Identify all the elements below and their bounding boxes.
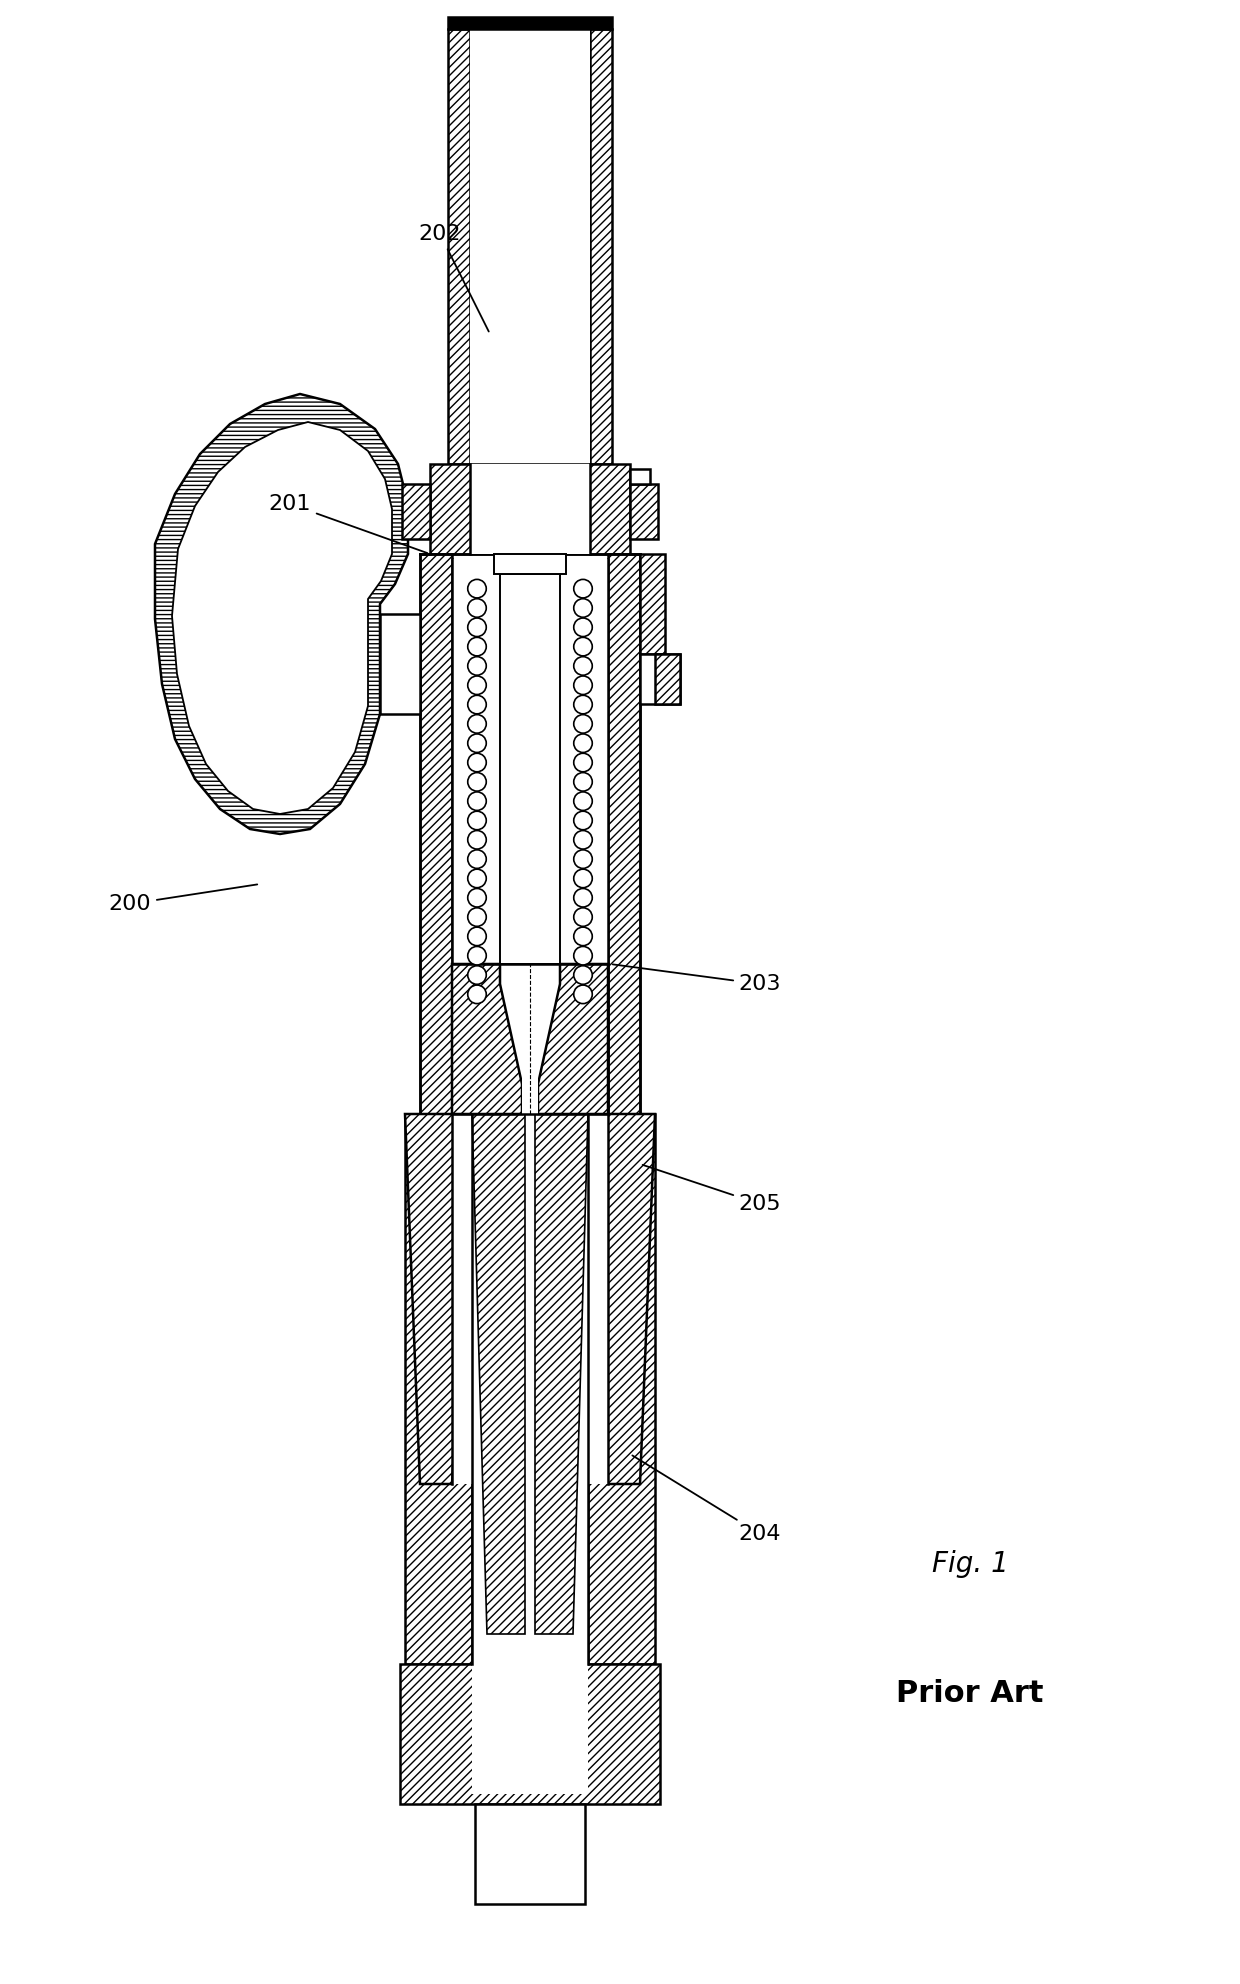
Circle shape (574, 927, 593, 946)
Text: 205: 205 (642, 1165, 781, 1214)
Circle shape (574, 869, 593, 887)
Text: 201: 201 (269, 494, 428, 554)
Circle shape (467, 927, 486, 946)
Circle shape (467, 714, 486, 734)
Bar (470, 30, 590, 464)
Circle shape (467, 869, 486, 887)
Polygon shape (588, 1113, 655, 1484)
Circle shape (574, 694, 593, 714)
Circle shape (574, 831, 593, 849)
Circle shape (574, 772, 593, 792)
Bar (630, 484, 658, 540)
Text: 204: 204 (632, 1456, 781, 1544)
Circle shape (574, 619, 593, 637)
Circle shape (467, 734, 486, 752)
Circle shape (574, 946, 593, 964)
Circle shape (574, 599, 593, 617)
Circle shape (467, 909, 486, 927)
Text: Prior Art: Prior Art (897, 1680, 1044, 1708)
Circle shape (467, 657, 486, 675)
Circle shape (467, 889, 486, 907)
Circle shape (467, 637, 486, 657)
Bar (420, 554, 453, 1484)
Bar (402, 484, 430, 540)
Circle shape (467, 619, 486, 637)
Circle shape (574, 754, 593, 772)
Circle shape (574, 889, 593, 907)
Circle shape (467, 772, 486, 792)
Bar (494, 554, 565, 573)
Bar (448, 30, 470, 464)
Bar (472, 1665, 588, 1794)
Circle shape (574, 811, 593, 829)
Bar (588, 1113, 655, 1665)
Bar (590, 30, 613, 464)
Circle shape (574, 714, 593, 734)
Bar (405, 1113, 472, 1665)
Circle shape (467, 831, 486, 849)
Text: 200: 200 (109, 885, 257, 915)
Bar (470, 464, 590, 554)
Circle shape (574, 909, 593, 927)
Polygon shape (155, 395, 408, 833)
Text: 203: 203 (613, 964, 781, 994)
Circle shape (574, 986, 593, 1004)
Polygon shape (453, 964, 522, 1113)
Bar (500, 573, 560, 964)
Polygon shape (534, 1113, 588, 1635)
Polygon shape (538, 964, 608, 1113)
Bar (522, 964, 538, 1113)
Circle shape (574, 966, 593, 984)
Bar (608, 554, 640, 1484)
Circle shape (574, 677, 593, 694)
Circle shape (467, 754, 486, 772)
Circle shape (467, 599, 486, 617)
Circle shape (574, 657, 593, 675)
Bar (630, 468, 650, 484)
Circle shape (467, 677, 486, 694)
Bar (401, 1665, 660, 1803)
Bar (379, 613, 420, 714)
Polygon shape (405, 1113, 472, 1484)
Circle shape (467, 792, 486, 809)
Circle shape (574, 734, 593, 752)
Bar (430, 464, 630, 554)
Bar (655, 655, 680, 704)
Circle shape (467, 986, 486, 1004)
Bar (640, 554, 665, 655)
Circle shape (467, 966, 486, 984)
Bar (475, 1803, 585, 1905)
Text: Fig. 1: Fig. 1 (931, 1550, 1008, 1577)
Circle shape (467, 849, 486, 869)
Text: 202: 202 (419, 224, 489, 331)
Circle shape (467, 579, 486, 597)
Circle shape (574, 579, 593, 597)
Polygon shape (472, 1113, 525, 1635)
Circle shape (574, 637, 593, 657)
Polygon shape (172, 423, 392, 813)
Bar (472, 1113, 588, 1665)
Circle shape (574, 792, 593, 809)
Circle shape (467, 946, 486, 964)
Circle shape (467, 811, 486, 829)
Bar (640, 655, 680, 704)
Circle shape (467, 694, 486, 714)
Bar (448, 18, 613, 30)
Circle shape (574, 849, 593, 869)
Bar (453, 559, 608, 1484)
